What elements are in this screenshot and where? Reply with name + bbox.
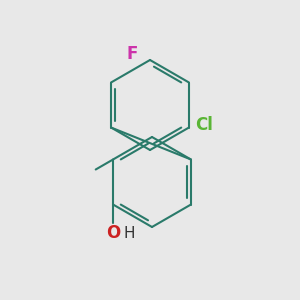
Text: H: H [123, 226, 134, 241]
Text: F: F [126, 45, 138, 63]
Text: Cl: Cl [195, 116, 213, 134]
Text: O: O [106, 224, 120, 242]
